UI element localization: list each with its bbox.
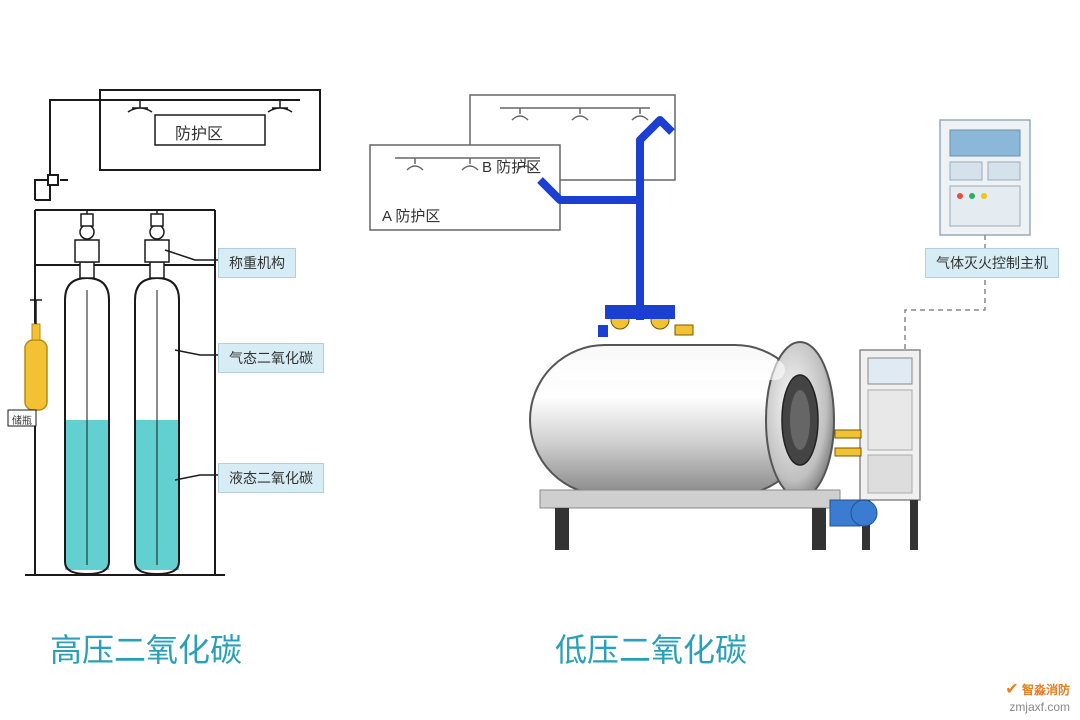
left-zone-label: 防护区 [175, 120, 223, 144]
right-control-host-label: 气体灭火控制主机 [925, 248, 1059, 278]
left-piping [35, 100, 115, 200]
right-zone-a-label: A 防护区 [382, 205, 440, 226]
right-valve-manifold [598, 305, 693, 337]
left-hanger [81, 210, 163, 226]
right-zone-b-label: B 防护区 [482, 156, 541, 177]
callout-liquid-co2: 液态二氧化碳 [218, 463, 324, 493]
watermark: ✔ 智淼消防 zmjaxf.com [1005, 680, 1070, 714]
right-cabinet [830, 350, 920, 550]
right-tank [530, 342, 840, 550]
left-frame [25, 210, 225, 575]
callout-gas-co2: 气态二氧化碳 [218, 343, 324, 373]
right-control-host [940, 120, 1030, 235]
left-pilot-label: 储瓶 [12, 412, 32, 427]
left-diagram-svg [0, 0, 1080, 720]
left-pilot-cylinder [8, 300, 47, 426]
callout-weighing: 称重机构 [218, 248, 296, 278]
left-cylinder-2 [135, 225, 179, 574]
left-caption: 高压二氧化碳 [50, 625, 242, 671]
right-caption: 低压二氧化碳 [555, 625, 747, 671]
left-cylinder-1 [65, 225, 109, 574]
